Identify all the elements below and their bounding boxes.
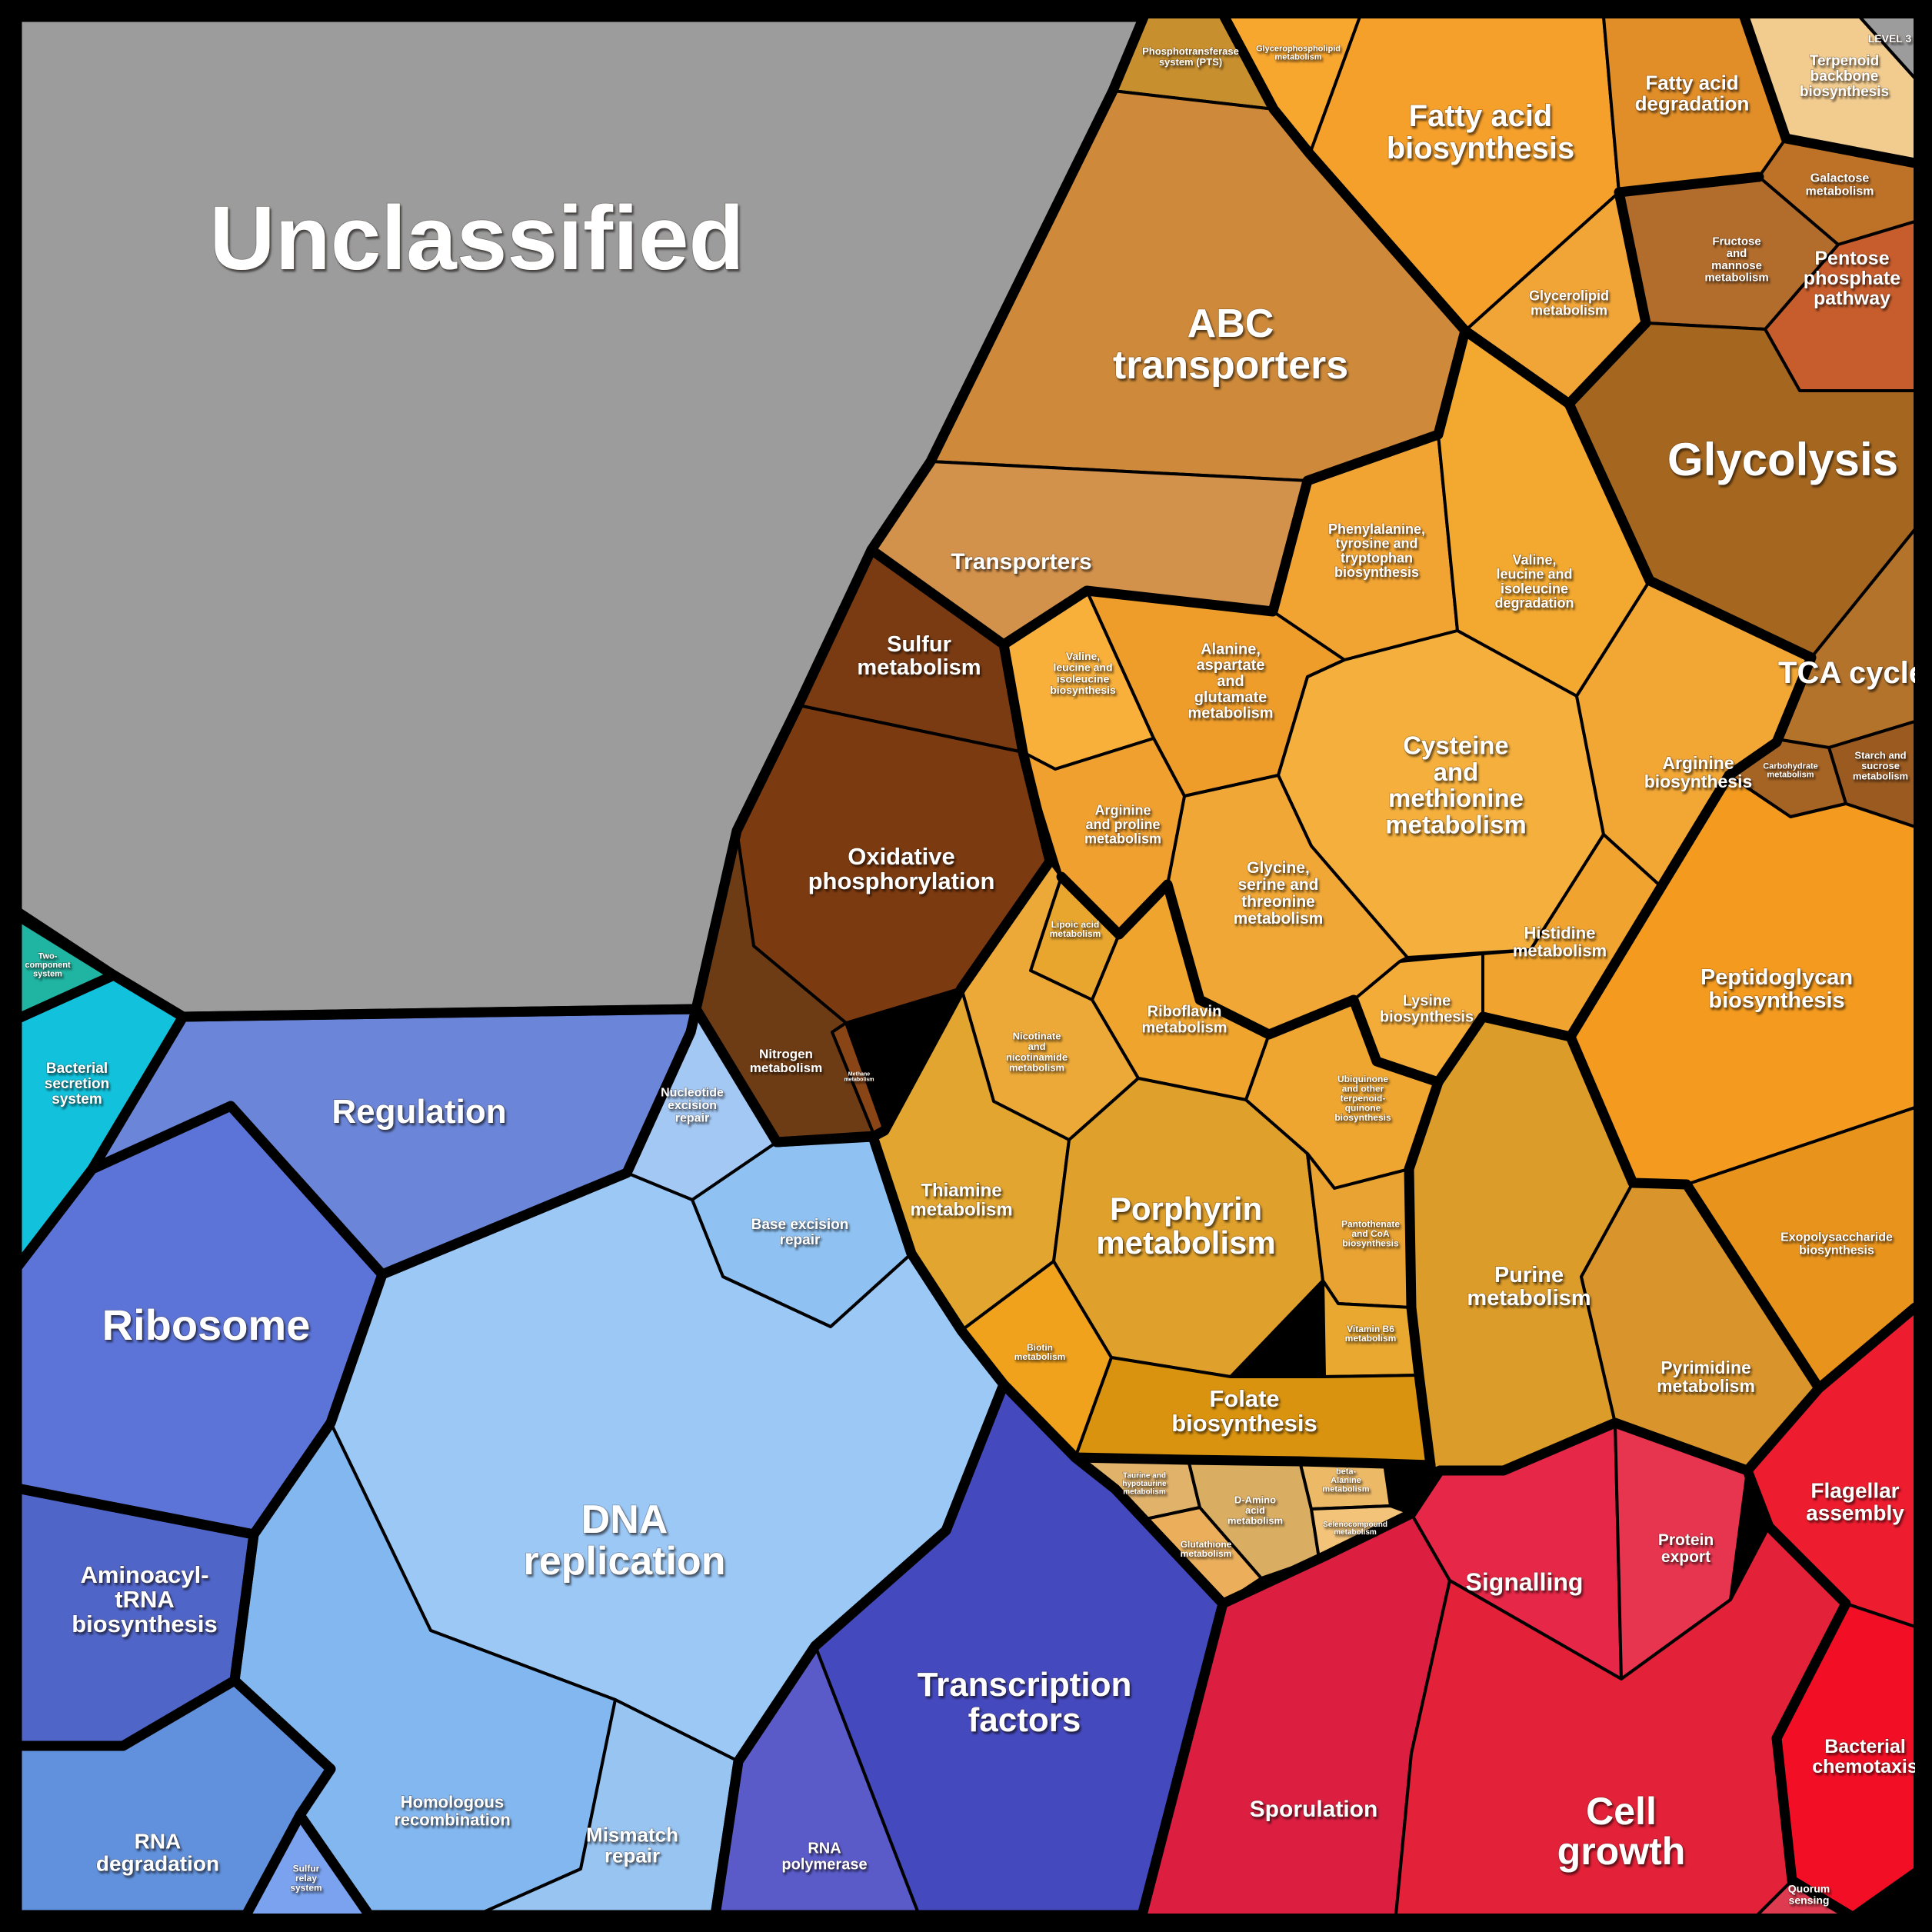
label-taurine: Taurine and hypotaurine metabolism — [1122, 1472, 1167, 1497]
border-other-amino-top — [1070, 1452, 1436, 1471]
label-rna_polymerase: RNA polymerase — [781, 1840, 867, 1874]
labels-layer: Unclassified LEVEL 3 Phosphotransferase sys… — [25, 32, 1927, 1907]
label-exopolysaccharide: Exopolysaccharide biosynthesis — [1780, 1231, 1893, 1257]
label-arginine_biosynthesis: Arginine biosynthesis — [1644, 753, 1753, 791]
label-pyrimidine: Pyrimidine metabolism — [1657, 1357, 1755, 1396]
label-sulfur_metabolism: Sulfur metabolism — [857, 632, 981, 680]
label-beta_alanine: beta-Alanine metabolism — [1322, 1467, 1369, 1494]
label-vitamin_b6: Vitamin B6 metabolism — [1345, 1324, 1397, 1344]
label-fatty_acid_degradation: Fatty acid degradation — [1635, 71, 1750, 115]
label-dna_replication: DNA replication — [524, 1497, 726, 1584]
label-terpenoid: Terpenoid backbone biosynthesis — [1800, 53, 1889, 100]
label-val_leu_ile_bio: Valine, leucine and isoleucine biosynthesis — [1050, 650, 1116, 696]
label-ber: Base excision repair — [751, 1217, 849, 1248]
label-tca: TCA cycle — [1778, 656, 1926, 690]
label-glycerophospholipid: Glycerophospholipid metabolism — [1256, 44, 1341, 62]
border-motility-west — [1742, 1465, 1855, 1920]
label-selenocompound: Selenocompound metabolism — [1323, 1521, 1387, 1537]
label-bacterial_secretion: Bacterial secretion system — [45, 1061, 109, 1108]
border-amino-carb — [1564, 398, 1817, 781]
label-ala_asp_glu: Alanine, aspartate and glutamate metabolism — [1188, 641, 1273, 721]
label-arg_pro: Arginine and proline metabolism — [1084, 802, 1161, 846]
label-peptidoglycan: Peptidoglycan biosynthesis — [1700, 965, 1853, 1013]
border-lipid-carb — [1460, 172, 1764, 409]
label-aminoacyl_trna: Aminoacyl-tRNA biosynthesis — [72, 1561, 218, 1637]
border-dark-east — [869, 639, 1055, 1141]
label-glutathione: Glutathione metabolism — [1181, 1539, 1232, 1559]
label-ribosome: Ribosome — [102, 1301, 311, 1349]
label-abc: ABC transporters — [1113, 301, 1348, 388]
label-ubiquinone: Ubiquinone and other terpenoid-quinone bios… — [1334, 1074, 1391, 1123]
label-nitrogen: Nitrogen metabolism — [750, 1047, 822, 1075]
label-transporters: Transporters — [951, 549, 1091, 575]
label-carbohydrate_metabolism: Carbohydrate metabolism — [1763, 761, 1818, 779]
label-porphyrin: Porphyrin metabolism — [1096, 1191, 1275, 1261]
border-membrane-transport — [866, 12, 1471, 650]
label-histidine: Histidine metabolism — [1513, 924, 1607, 961]
label-oxidative_phosphorylation: Oxidative phosphorylation — [808, 843, 995, 894]
label-quorum_sensing: Quorum sensing — [1788, 1883, 1830, 1907]
label-starch_sucrose: Starch and sucrose metabolism — [1853, 749, 1908, 781]
label-signalling: Signalling — [1466, 1568, 1584, 1596]
label-nicotinate: Nicotinate and nicotinamide metabolism — [1006, 1031, 1068, 1074]
label-folate: Folate biosynthesis — [1171, 1385, 1317, 1437]
label-glycerolipid: Glycerolipid metabolism — [1529, 288, 1609, 318]
label-glycolysis: Glycolysis — [1667, 434, 1898, 485]
border-cofactor-nucleotide — [1404, 1077, 1444, 1471]
label-fructose_mannose: Fructose and mannose metabolism — [1704, 235, 1768, 285]
label-homologous_recombination: Homologous recombination — [394, 1793, 511, 1830]
label-rna_degradation: RNA degradation — [96, 1829, 219, 1875]
label-gly_ser_thr: Glycine, serine and threonine metabolism — [1234, 859, 1324, 928]
border-red-top — [1217, 1302, 1920, 1609]
group-borders-layer — [12, 12, 1920, 1920]
label-thiamine: Thiamine metabolism — [910, 1181, 1012, 1221]
label-methane: Methane metabolism — [844, 1071, 874, 1082]
label-biotin: Biotin metabolism — [1014, 1342, 1066, 1362]
border-amino-nucleotide — [1433, 1011, 1576, 1088]
label-d_amino: D-Amino acid metabolism — [1227, 1494, 1283, 1526]
label-pts: Phosphotransferase system (PTS) — [1142, 45, 1239, 68]
label-transcription_factors: Transcription factors — [918, 1666, 1132, 1739]
label-riboflavin: Riboflavin metabolism — [1141, 1004, 1227, 1037]
border-amino-glycan — [1565, 770, 1734, 1042]
label-purine: Purine metabolism — [1467, 1263, 1591, 1311]
label-pantothenate: Pantothenate and CoA biosynthesis — [1341, 1219, 1400, 1249]
label-two_component: Two-component system — [25, 952, 71, 979]
border-cofactor-amino — [1056, 871, 1444, 1088]
label-sporulation: Sporulation — [1250, 1797, 1378, 1822]
label-lipoic_acid: Lipoic acid metabolism — [1050, 919, 1101, 939]
border-lipid-terpenoid — [1739, 12, 1920, 168]
label-val_leu_ile_deg: Valine, leucine and isoleucine degradation — [1494, 552, 1574, 611]
label-protein_export: Protein export — [1658, 1531, 1714, 1566]
border-nucleotide-glycan — [1565, 1031, 1824, 1394]
label-cell_growth: Cell growth — [1557, 1790, 1686, 1873]
label-pentose: Pentose phosphate pathway — [1804, 248, 1900, 309]
label-galactose: Galactose metabolism — [1806, 172, 1874, 198]
label-fatty_acid_biosynthesis: Fatty acid biosynthesis — [1387, 99, 1575, 165]
label-lysine: Lysine biosynthesis — [1380, 993, 1474, 1026]
label-level3: LEVEL 3 — [1868, 32, 1912, 45]
label-bacterial_chemotaxis: Bacterial chemotaxis — [1812, 1736, 1918, 1777]
label-phe_tyr_trp: Phenylalanine, tyrosine and tryptophan bios… — [1328, 521, 1425, 580]
label-unclassified: Unclassified — [209, 188, 744, 289]
label-mismatch_repair: Mismatch repair — [586, 1823, 678, 1867]
label-regulation: Regulation — [331, 1093, 506, 1131]
label-cys_met: Cysteine and methionine metabolism — [1385, 731, 1526, 839]
label-sulfur_relay: Sulfur relay system — [290, 1864, 321, 1894]
label-ner: Nucleotide excision repair — [661, 1086, 724, 1124]
label-flagellar_assembly: Flagellar assembly — [1806, 1478, 1904, 1524]
